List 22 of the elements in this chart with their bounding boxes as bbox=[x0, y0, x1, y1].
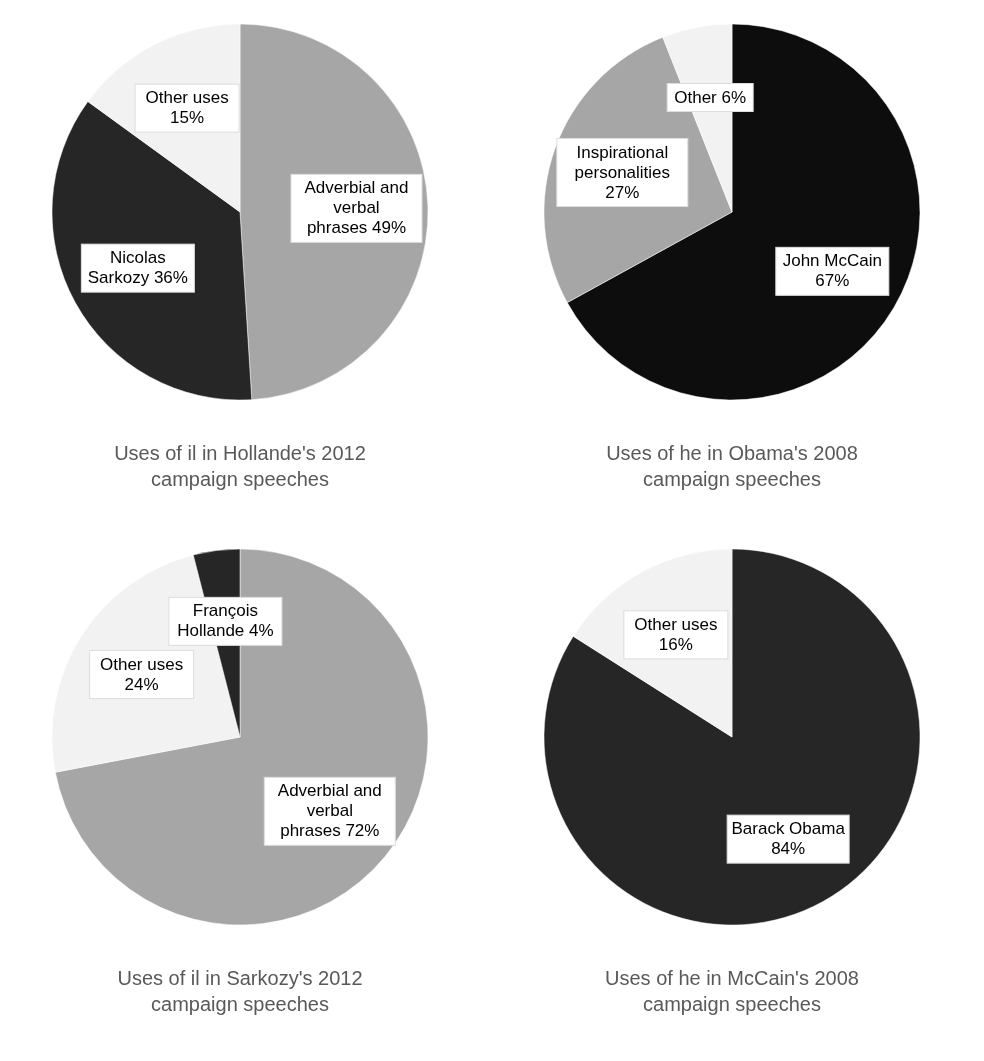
slice-label: Other 6% bbox=[674, 87, 747, 107]
text: Uses of he in Obama's 2008 campaign speeches bbox=[606, 442, 858, 490]
data-label: 67% bbox=[815, 271, 850, 291]
slice-label: John McCain bbox=[782, 251, 882, 271]
slice-label: Nicolas Sarkozy 36% bbox=[87, 248, 188, 288]
data-label: 27% bbox=[605, 182, 640, 202]
slice-label: François Hollande 4% bbox=[177, 601, 274, 641]
text: Uses of he in McCain's 2008 campaign speeches bbox=[605, 967, 859, 1015]
slice-label: Adverbial and verbal phrases 49% bbox=[304, 178, 409, 238]
slice-label: Other uses bbox=[145, 88, 229, 108]
slice-label: Other uses bbox=[634, 614, 718, 634]
data-label: 24% bbox=[124, 674, 159, 694]
slice-label: Adverbial and verbal phrases 72% bbox=[277, 781, 382, 841]
slice-label: Inspirational personalities bbox=[574, 142, 671, 182]
pie-slice bbox=[543, 548, 921, 925]
text: Uses of il in Hollande's 2012 campaign speeches bbox=[114, 442, 366, 490]
data-label: 84% bbox=[771, 839, 806, 859]
data-label: 15% bbox=[170, 108, 205, 128]
data-label: 16% bbox=[658, 634, 693, 654]
slice-label: Barack Obama bbox=[731, 819, 846, 839]
slice-label: Other uses bbox=[100, 654, 184, 674]
text: Uses of il in Sarkozy's 2012 campaign speeches bbox=[117, 967, 363, 1015]
